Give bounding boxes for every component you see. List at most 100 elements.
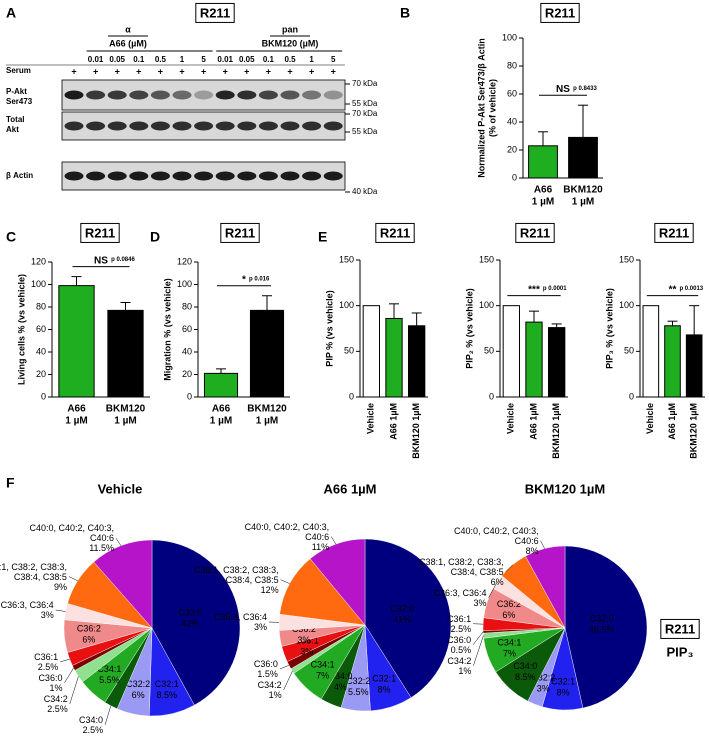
slice-label: C34:0 [79, 714, 104, 725]
blot-band [280, 171, 300, 181]
title-box [80, 222, 120, 243]
x-tick-label: A66 1µM [388, 403, 398, 440]
bar [203, 372, 239, 398]
slice-value: 3% [537, 683, 550, 693]
bar [685, 334, 703, 398]
leader-line [473, 635, 484, 666]
y-tick-label: 40 [36, 346, 46, 356]
p-value: p 0.0013 [679, 286, 703, 292]
x-tick-label: BKM120 [247, 404, 287, 415]
slice-value: 8% [557, 687, 570, 697]
leader-line [64, 667, 74, 684]
panel-title: R211 [545, 5, 575, 20]
row-label: β Actin [6, 171, 33, 180]
p-value: p 0.0001 [543, 286, 567, 292]
p-value: p 0.016 [249, 276, 270, 282]
slice-value: 0.5% [450, 644, 472, 655]
slice-value: 11% [311, 541, 330, 552]
serum-mark: + [136, 66, 141, 76]
y-tick-label: 50 [344, 346, 354, 356]
marker-label: 55 kDa [352, 99, 378, 108]
y-tick-label: 150 [619, 254, 634, 264]
slice-value: 12% [260, 584, 279, 595]
leader-line [55, 609, 66, 612]
significance-mark: NS [94, 255, 108, 266]
y-tick-label: 80 [507, 60, 517, 70]
x-tick-label: BKM120 1µM [689, 403, 699, 459]
y-axis-label: Normalized P-Akt Ser473/β Actin [476, 38, 486, 178]
slice-label: C36:0 [253, 658, 278, 669]
blot-band [237, 171, 257, 181]
y-tick-label: 40 [182, 346, 192, 356]
leader-line [280, 579, 290, 584]
blot-band [215, 121, 235, 131]
slice-value: 3% [300, 646, 313, 656]
pie-title: Vehicle [98, 481, 143, 496]
blot-band [172, 121, 192, 131]
row-label: Ser473 [6, 97, 33, 106]
inhibitor-label: BKM120 (µM) [262, 38, 319, 48]
blot-band [86, 121, 106, 131]
blot-band [150, 121, 170, 131]
title-box [195, 2, 235, 23]
slice-value: 6% [132, 690, 145, 700]
leader-line [69, 676, 79, 705]
concentration: 0.1 [263, 55, 275, 64]
slice-value: 2.5% [450, 623, 472, 634]
slice-label: C36:2 [292, 624, 316, 634]
significance-mark: * [242, 274, 246, 285]
y-tick-label: 0 [187, 391, 192, 401]
y-tick-label: 100 [31, 279, 46, 289]
y-tick-label: 100 [339, 300, 354, 310]
title-box [660, 618, 700, 639]
y-tick-label: 20 [507, 144, 517, 154]
y-tick-label: 80 [36, 301, 46, 311]
slice-value: 6% [490, 576, 504, 587]
blot-band [237, 90, 257, 100]
x-tick-label: A66 [212, 404, 231, 415]
slice-value: 6% [502, 610, 515, 620]
slice-label: C36:2 [77, 623, 101, 633]
y-tick-label: 80 [182, 301, 192, 311]
pie-title: BKM120 1µM [525, 481, 605, 496]
serum-label: Serum [6, 66, 31, 75]
blot-band [323, 121, 343, 131]
blot-band [172, 90, 192, 100]
slice-label: C32:0 [178, 608, 202, 618]
bar [548, 327, 566, 398]
panel-title: R211 [85, 225, 115, 240]
slice-label: C36:1 [34, 651, 59, 662]
concentration: 0.05 [239, 55, 255, 64]
y-tick-label: 40 [507, 116, 517, 126]
bar [362, 305, 380, 398]
slice-label: C34:1 [497, 637, 521, 647]
concentration: 0.01 [217, 55, 233, 64]
x-tick-sublabel: 1 µM [210, 416, 232, 427]
pie-slice [93, 539, 153, 629]
slice-label: C32:0 [390, 604, 414, 614]
row-label: Total [6, 115, 25, 124]
y-axis-label: (% of vehicle) [487, 79, 497, 137]
pie-slice [151, 539, 241, 706]
slice-label-group: C36:3, C36:4 3% [0, 600, 54, 620]
x-tick-label: A66 1µM [528, 403, 538, 440]
y-axis-label: PIP₃ % (vs vehicle) [604, 288, 614, 369]
panel-title: R211 [659, 225, 689, 240]
slice-label: C36:1 [447, 613, 472, 624]
slice-value: 5.5% [99, 675, 120, 685]
concentration: 0.1 [133, 55, 145, 64]
x-tick-label: A66 [67, 404, 86, 415]
y-tick-label: 150 [479, 254, 494, 264]
x-tick-label: BKM120 [106, 404, 146, 415]
title-box [654, 222, 694, 243]
blot-band [258, 171, 278, 181]
x-tick-label: A66 [534, 185, 553, 196]
bar [642, 305, 660, 398]
slice-label-group: C40:0, C40:2, C40:3, C40:6 11.5% [26, 523, 115, 553]
slice-value: 8.5% [157, 690, 178, 700]
title-box [540, 2, 580, 23]
concentration: 0.5 [155, 55, 167, 64]
p-value: p 0.0846 [111, 257, 135, 263]
marker-label: 70 kDa [352, 109, 378, 118]
